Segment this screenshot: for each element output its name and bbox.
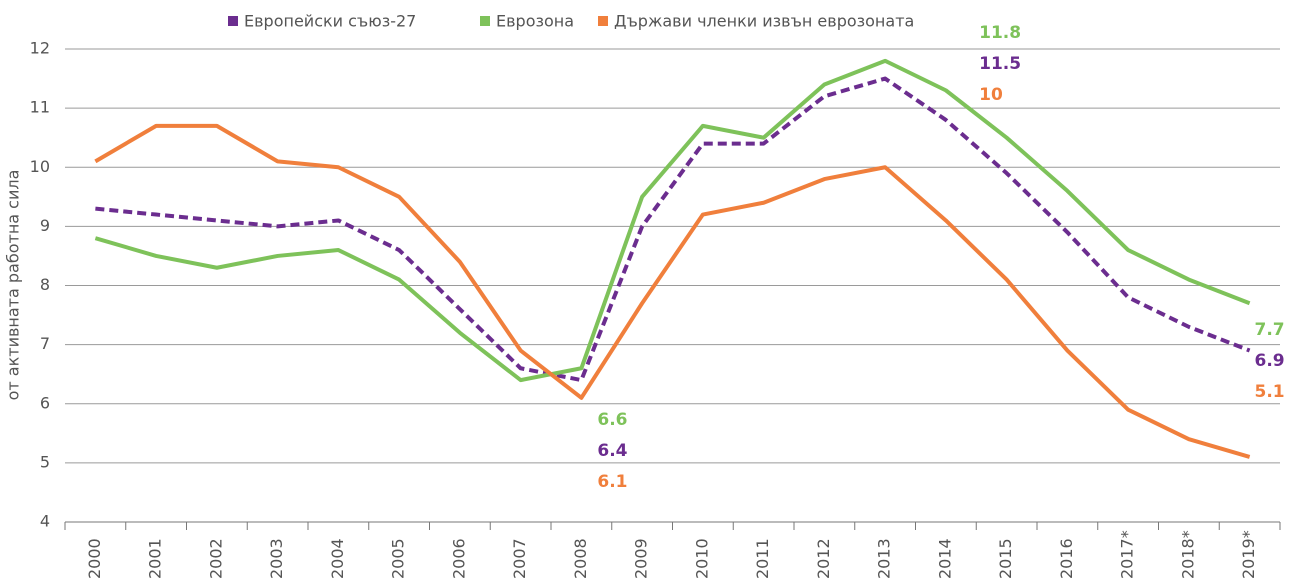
y-tick-label: 6: [40, 393, 50, 412]
y-tick-label: 5: [40, 452, 50, 471]
x-tick-label: 2006: [449, 538, 468, 579]
data-label: 11.5: [979, 54, 1021, 74]
y-tick-label: 12: [30, 39, 50, 58]
x-tick-label: 2017*: [1118, 530, 1137, 579]
x-tick-label: 2019*: [1239, 530, 1258, 579]
x-tick-label: 2011: [753, 538, 772, 579]
x-tick-label: 2005: [389, 538, 408, 579]
x-tick-label: 2009: [632, 538, 651, 579]
legend-label: Европейски съюз-27: [244, 12, 416, 31]
line-series: [94, 123, 1251, 459]
x-tick-label: 2008: [571, 538, 590, 579]
line-series: [95, 76, 1251, 383]
x-tick-label: 2013: [875, 538, 894, 579]
x-tick-label: 2000: [85, 538, 104, 579]
x-tick-label: 2018*: [1178, 530, 1197, 579]
legend-label: Еврозона: [496, 12, 574, 31]
y-tick-label: 9: [40, 216, 50, 235]
y-tick-label: 10: [30, 157, 50, 176]
line-series: [94, 58, 1251, 383]
x-tick-label: 2010: [692, 538, 711, 579]
data-label: 6.9: [1255, 351, 1285, 371]
y-tick-label: 8: [40, 275, 50, 294]
y-tick-label: 7: [40, 334, 50, 353]
x-tick-label: 2004: [328, 538, 347, 579]
y-tick-label: 11: [30, 98, 50, 117]
x-tick-label: 2015: [996, 538, 1015, 579]
y-axis-label: от активната работна сила: [4, 170, 23, 401]
x-tick-label: 2001: [146, 538, 165, 579]
legend-swatch: [228, 16, 238, 26]
x-tick-label: 2012: [814, 538, 833, 579]
data-label: 11.8: [979, 23, 1021, 43]
data-label: 10: [979, 85, 1003, 105]
x-tick-label: 2002: [206, 538, 225, 579]
x-tick-label: 2007: [510, 538, 529, 579]
data-label: 7.7: [1255, 320, 1285, 340]
legend-swatch: [480, 16, 490, 26]
data-label: 6.4: [597, 441, 627, 461]
legend-swatch: [598, 16, 608, 26]
x-tick-label: 2016: [1057, 538, 1076, 579]
data-label: 5.1: [1255, 382, 1285, 402]
data-label: 6.1: [597, 472, 627, 492]
data-label: 6.6: [597, 410, 627, 430]
y-tick-label: 4: [40, 512, 50, 531]
legend-label: Държави членки извън еврозоната: [614, 12, 914, 31]
x-tick-label: 2014: [935, 538, 954, 579]
x-tick-label: 2003: [267, 538, 286, 579]
